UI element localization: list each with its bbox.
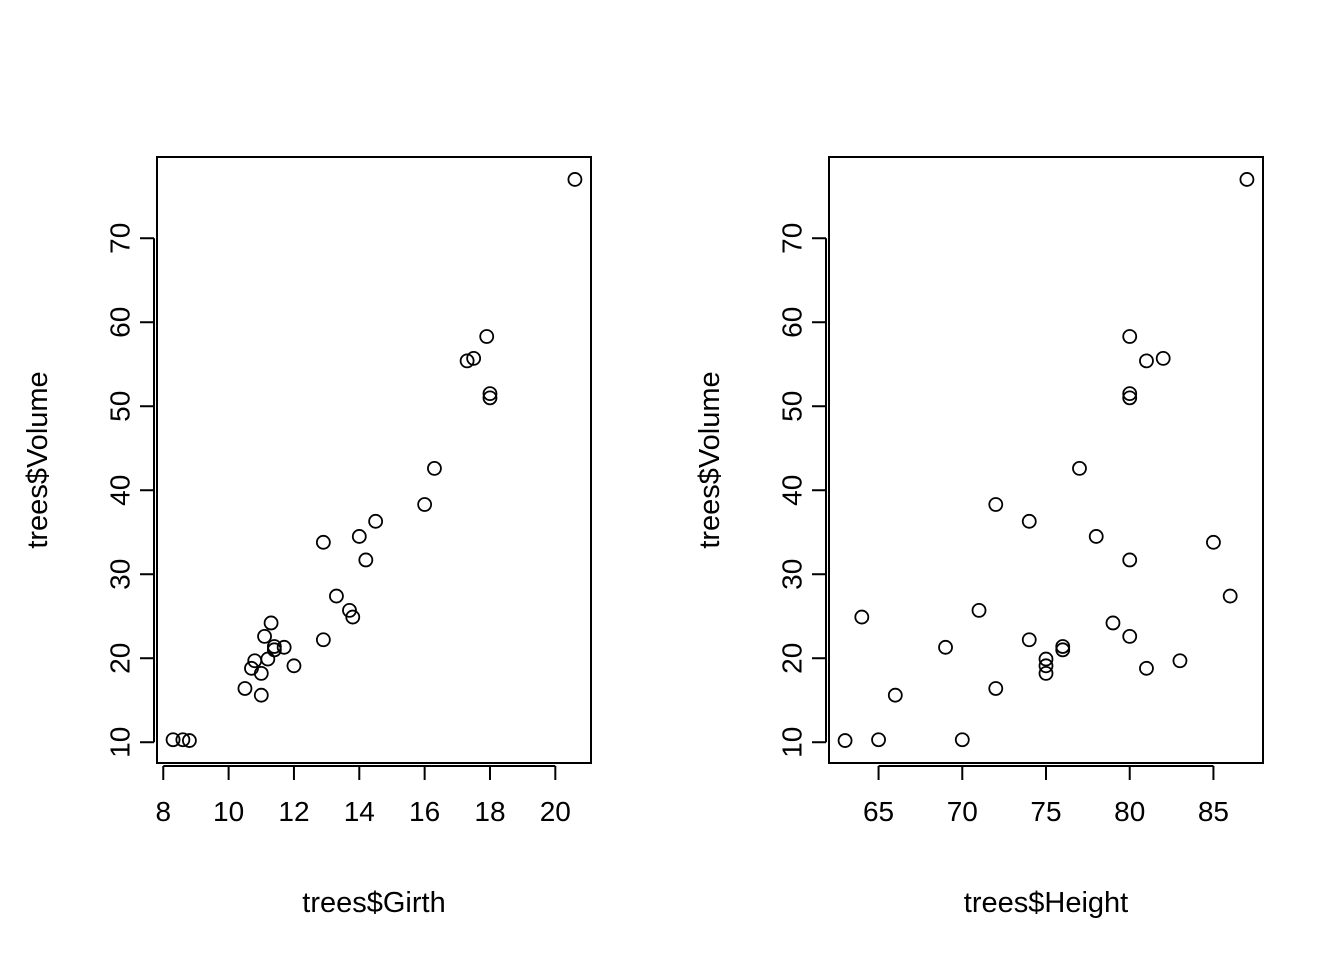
data-point [854,609,870,625]
y-tick-label: 50 [777,391,808,422]
data-point [345,609,361,625]
data-point [276,639,292,655]
data-point [329,588,344,604]
data-point [1038,651,1054,667]
data-point [1172,653,1188,669]
data-point [459,353,475,369]
y-tick-label: 70 [105,223,136,254]
data-point [1206,534,1221,550]
data-point [253,665,269,681]
data-point [358,552,374,568]
y-tick-label: 20 [105,643,136,674]
y-tick-label: 50 [105,391,136,422]
data-point [954,732,970,748]
data-point [1139,660,1154,676]
data-point [315,534,331,550]
x-tick-label: 70 [947,796,978,827]
y-tick-label: 60 [777,307,808,338]
data-point [567,172,583,187]
data-point [1239,172,1255,187]
y-axis-title: trees$Volume [694,371,726,548]
data-point [1088,529,1104,544]
data-point [1222,588,1238,604]
panel-1: 8 10 12 14 16 18 20 10 20 30 40 50 60 70 trees$Girth tr… [22,156,592,919]
data-point [237,681,253,696]
y-tick-label: 60 [105,307,136,338]
data-point [1021,632,1037,648]
data-point [479,329,495,344]
plot-frame [156,156,592,764]
data-point [1139,353,1154,369]
y-tick-label: 30 [777,559,808,590]
x-tick-label: 8 [155,796,171,827]
x-tick-label: 12 [278,796,309,827]
data-point [342,602,357,618]
x-axis-title: trees$Height [964,887,1128,919]
data-point [1021,513,1037,529]
x-tick-label: 18 [474,796,505,827]
y-tick-label: 10 [105,727,136,758]
data-point [427,460,442,476]
data-point [247,653,263,669]
data-point [266,639,282,654]
x-axis-title: trees$Girth [302,887,445,919]
data-point [260,651,276,667]
data-point [466,350,482,366]
data-point [871,732,886,748]
data-point [988,681,1004,696]
data-point [1122,329,1138,344]
data-point [988,497,1004,512]
plot-frame [828,156,1264,764]
y-tick-label: 70 [777,223,808,254]
y-tick-label: 30 [105,559,136,590]
y-tick-label: 20 [777,643,808,674]
data-point [1122,390,1138,406]
data-point [1038,658,1054,674]
data-point [351,529,367,544]
x-tick-label: 75 [1030,796,1061,827]
data-point [938,639,953,655]
x-tick-label: 85 [1198,796,1229,827]
panel-2: 65 70 75 80 85 10 20 30 40 50 60 70 trees$Height tree… [694,156,1264,919]
data-point [837,733,853,748]
data-point [315,632,331,648]
data-point [263,615,279,631]
x-tick-label: 10 [213,796,244,827]
data-point [1038,665,1054,681]
data-point [887,687,903,703]
x-tick-label: 20 [540,796,571,827]
data-point [1122,552,1138,568]
x-tick-label: 16 [409,796,440,827]
data-point [1122,386,1138,402]
data-point [286,658,302,674]
y-axis-title: trees$Volume [22,371,54,548]
data-point [368,513,384,529]
data-point [1105,615,1121,631]
data-point [175,732,191,748]
y-tick-label: 40 [777,475,808,506]
data-point [182,733,197,748]
x-tick-label: 65 [863,796,894,827]
data-point [971,602,987,618]
y-tick-label: 40 [105,475,136,506]
data-point [253,687,269,703]
y-tick-label: 10 [777,727,808,758]
data-point [257,628,272,644]
data-point [1155,350,1171,366]
data-point [1122,628,1138,644]
x-tick-label: 14 [344,796,375,827]
data-point [165,732,181,748]
data-point [482,386,498,402]
x-tick-label: 80 [1114,796,1145,827]
data-point [1072,460,1087,476]
data-point [482,390,498,406]
data-point [417,497,433,512]
data-point [1055,639,1071,654]
